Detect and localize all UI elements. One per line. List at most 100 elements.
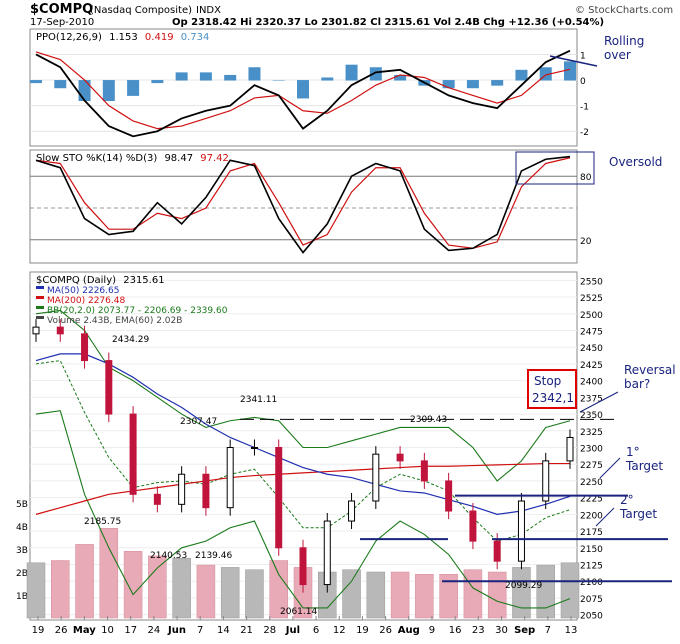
candle-body [250,447,258,449]
x-tick-label: 21 [240,625,253,636]
volume-bar [487,571,507,619]
volume-bars [26,528,580,619]
volume-bar [560,562,580,619]
price-tick-label: 2300 [580,445,603,455]
sto-panel-frame [29,149,578,264]
symbol-name: (Nasdaq Composite) [90,5,192,16]
bb-middle-line [35,360,571,542]
ppo-histogram-bar [102,80,115,102]
price-tick-label: 2325 [580,428,603,438]
ppo-tick-label: 1 [580,51,586,61]
reversal-arrow [579,391,619,413]
reversal-annotation-line: bar? [624,377,650,391]
sto-k-line [35,155,571,254]
ppo-histogram-bar [175,72,188,81]
rolling-over-annotation-line: Rolling [604,34,644,48]
ppo-histogram-bar [369,67,382,81]
bb-lower-line [35,410,571,609]
symbol-title: $COMPQ [30,2,93,17]
x-tick-label: 14 [217,625,230,636]
ppo-histogram-bar [394,74,407,81]
volume-bar [196,564,216,619]
candle-body [153,493,161,505]
volume-bar [75,544,94,619]
ppo-series [30,49,576,138]
volume-bar [172,557,191,619]
sto-label: Slow STO %K(14) %D(3) 98.47 97.42 [36,153,229,164]
candle-body [348,500,356,522]
volume-bar [536,564,555,619]
price-tick-label: 2475 [580,327,603,337]
x-tick-label: 26 [379,625,392,636]
price-tick-label: 2100 [580,578,603,588]
x-tick-label: 30 [495,625,508,636]
ppo-label: PPO(12,26,9) 1.153 0.419 0.734 [36,32,209,43]
price-tick-label: 2175 [580,528,603,538]
legend-swatch [36,316,44,319]
ppo-value-3: 0.734 [181,32,210,43]
candle-body [323,520,331,586]
rolling-over-annotation-line: over [604,48,631,62]
x-axis: 19 26 May 10 17 24 Jun 7 14 21 28 Jul 6 12 19 26 Aug 9 16 2… [32,616,577,636]
x-tick-label: 19 [356,625,369,636]
price-tick-label: 2050 [580,612,603,622]
target2-arrow [595,507,615,527]
volume-bar [269,560,288,619]
volume-bar [123,551,143,619]
price-annotation-label: 2309.43 [410,415,447,425]
price-tick-label: 2400 [580,378,603,388]
candle-body [178,473,186,505]
ppo-tick-label: -1 [580,103,589,113]
ppo-histogram-bar [321,77,334,81]
x-tick-label: 9 [429,625,435,636]
price-annotation-label: 2341.11 [240,395,277,405]
ppo-histogram-bar [151,80,164,84]
price-tick-label: 2525 [580,294,603,304]
sto-d-line [35,157,571,249]
ppo-histogram-bar [127,80,140,96]
ppo-histogram-bar [491,80,504,86]
legend-swatch [36,296,44,299]
reversal-annotation: Reversal bar? [624,363,676,391]
candle-body [396,453,404,462]
sto-tick-label: 80 [580,173,592,183]
candle-body [129,413,137,495]
candle-body [299,547,307,586]
ppo-histogram-bar [466,80,479,89]
volume-bar [51,560,70,619]
volume-tick-label: 5B [16,500,28,510]
price-y-axis: 2550 2525 2500 2475 2450 2425 2400 2375 2350 2325… [16,277,603,621]
candle-body [517,500,525,562]
ppo-label-name: PPO(12,26,9) [36,32,102,43]
x-tick-label: 26 [55,625,68,636]
ppo-panel-frame [29,28,578,147]
volume-bar [245,569,264,619]
sto-label-name: Slow STO %K(14) %D(3) [36,153,157,164]
price-tick-label: 2350 [580,411,603,421]
ppo-histogram-bar [248,67,261,81]
ppo-histogram-bar [297,80,309,99]
x-tick-label: May [73,625,96,636]
x-tick-label: 6 [313,625,319,636]
rolling-over-trendline [549,55,598,67]
volume-bar [439,574,458,619]
price-tick-label: 2250 [580,478,603,488]
ppo-histogram-bar [78,80,91,102]
candles [32,319,574,593]
x-tick-label: Jun [167,625,186,636]
sto-y-axis: 80 20 [30,173,592,247]
ppo-histogram-bar [30,80,42,84]
candle-body [566,436,574,462]
x-tick-label: 24 [148,625,161,636]
volume-bar [415,574,434,619]
x-tick-label: 7 [545,625,551,636]
x-tick-label: 10 [101,625,114,636]
volume-bar [366,571,386,619]
volume-bar [463,569,483,619]
x-tick-label: Aug [398,625,420,636]
price-title-prefix: $COMPQ (Daily) [36,275,116,286]
ppo-histogram-bar [272,80,285,81]
legend-swatch [36,286,44,289]
volume-tick-label: 4B [16,523,28,533]
target2-annotation-line: 2° [620,493,634,507]
